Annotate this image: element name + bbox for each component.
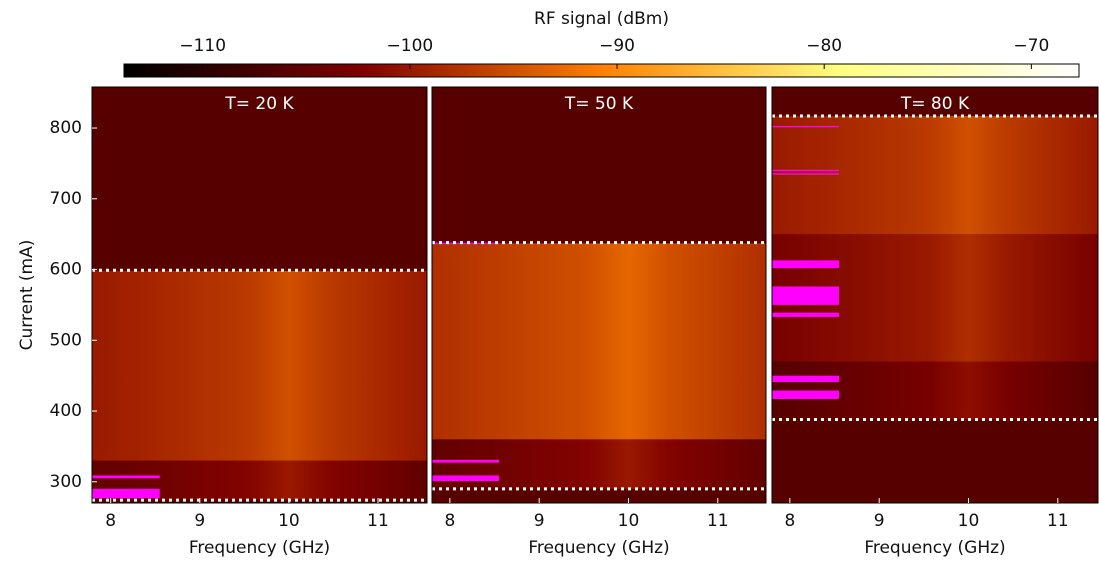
panel-title: T= 80 K xyxy=(900,94,970,114)
colorbar-tick-label: −70 xyxy=(1013,36,1049,56)
x-tick-label: 11 xyxy=(707,511,729,531)
y-tick-label: 400 xyxy=(50,401,82,421)
colorbar-tick-label: −100 xyxy=(387,36,434,56)
x-tick-label: 10 xyxy=(278,511,300,531)
x-axis-label: Frequency (GHz) xyxy=(528,538,669,558)
mask-bar xyxy=(772,390,839,399)
mask-bar xyxy=(432,459,499,463)
panel-title: T= 20 K xyxy=(224,94,294,114)
mask-bar xyxy=(772,375,839,383)
colorbar-tick-label: −110 xyxy=(179,36,226,56)
heatmap-region xyxy=(432,243,766,440)
x-tick-label: 10 xyxy=(958,511,980,531)
colorbar xyxy=(123,63,1080,78)
x-tick-label: 8 xyxy=(784,511,795,531)
mask-bar xyxy=(772,125,839,128)
x-tick-label: 9 xyxy=(194,511,205,531)
x-tick-label: 9 xyxy=(534,511,545,531)
mask-bar xyxy=(92,475,160,479)
y-tick-label: 500 xyxy=(50,330,82,350)
colorbar-tick-label: −80 xyxy=(806,36,842,56)
x-tick-label: 11 xyxy=(367,511,389,531)
panel-frame xyxy=(431,86,767,504)
heatmap-region xyxy=(772,116,1098,235)
x-axis-label: Frequency (GHz) xyxy=(189,538,330,558)
mask-bar xyxy=(772,286,839,305)
panel xyxy=(772,87,1098,503)
y-tick-label: 600 xyxy=(50,260,82,280)
mask-bar xyxy=(772,312,839,317)
mask-bar xyxy=(772,260,839,269)
y-axis-label: Current (mA) xyxy=(17,240,37,351)
x-tick-label: 8 xyxy=(105,511,116,531)
x-tick-label: 11 xyxy=(1047,511,1069,531)
y-tick-label: 300 xyxy=(50,472,82,492)
panel-title: T= 50 K xyxy=(564,94,634,114)
panel-frame xyxy=(91,86,428,504)
panel-frame xyxy=(771,86,1099,504)
colorbar-tick-label: −90 xyxy=(599,36,635,56)
panel xyxy=(92,87,427,503)
mask-bar xyxy=(432,242,499,245)
y-tick-label: 800 xyxy=(50,118,82,138)
heatmap-region xyxy=(92,270,427,461)
x-axis-label: Frequency (GHz) xyxy=(864,538,1005,558)
heatmap-region xyxy=(432,439,766,489)
colorbar-title: RF signal (dBm) xyxy=(534,9,669,29)
mask-bar xyxy=(92,488,160,499)
x-tick-label: 8 xyxy=(444,511,455,531)
x-tick-label: 9 xyxy=(874,511,885,531)
panel xyxy=(432,87,766,503)
y-tick-label: 700 xyxy=(50,189,82,209)
mask-bar xyxy=(772,169,839,172)
x-tick-label: 10 xyxy=(618,511,640,531)
mask-bar xyxy=(432,475,499,482)
mask-bar xyxy=(772,173,839,175)
